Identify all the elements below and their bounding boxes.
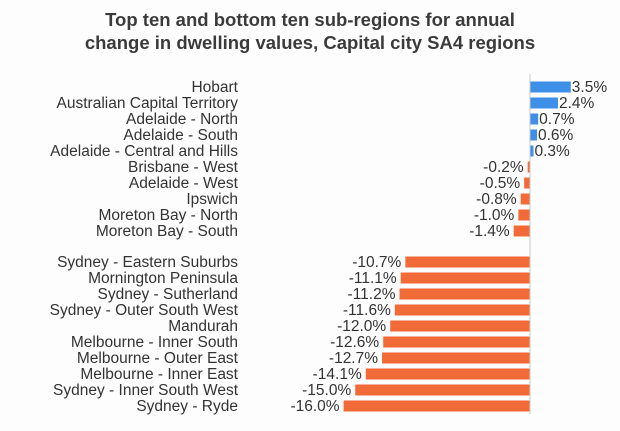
bar-melbourne-inner-south [383, 336, 530, 348]
category-label-adelaide-west: Adelaide - West [129, 175, 239, 192]
data-label-melbourne-inner-south: -12.6% [330, 334, 379, 351]
category-label-moreton-bay-north: Moreton Bay - North [98, 207, 238, 224]
bar-sydney-inner-south-west [355, 384, 530, 396]
category-label-sydney-inner-south-west: Sydney - Inner South West [53, 382, 239, 399]
bar-adelaide-south [530, 129, 537, 141]
chart-title: Top ten and bottom ten sub-regions for a… [0, 8, 620, 54]
data-label-adelaide-north: 0.7% [539, 111, 575, 128]
bar-sydney-eastern-suburbs [405, 256, 530, 268]
data-label-mornington-peninsula: -11.1% [349, 270, 397, 287]
category-label-sydney-outer-south-west: Sydney - Outer South West [50, 302, 239, 319]
bar-moreton-bay-south [513, 225, 530, 237]
data-label-moreton-bay-north: -1.0% [474, 207, 515, 224]
category-label-hobart: Hobart [191, 79, 238, 96]
bar-moreton-bay-north [518, 209, 530, 221]
bar-adelaide-north [530, 113, 539, 125]
bar-ipswich [520, 193, 530, 205]
category-label-sydney-sutherland: Sydney - Sutherland [98, 286, 238, 303]
bar-hobart [530, 81, 571, 93]
data-label-mandurah: -12.0% [337, 318, 386, 335]
category-label-melbourne-inner-south: Melbourne - Inner South [71, 334, 238, 351]
data-label-adelaide-central-and-hills: 0.3% [534, 143, 570, 160]
bar-melbourne-outer-east [382, 352, 530, 364]
category-label-moreton-bay-south: Moreton Bay - South [96, 223, 238, 240]
category-label-mornington-peninsula: Mornington Peninsula [88, 270, 238, 287]
data-label-moreton-bay-south: -1.4% [469, 223, 510, 240]
data-label-melbourne-outer-east: -12.7% [329, 350, 378, 367]
category-label-melbourne-inner-east: Melbourne - Inner East [80, 366, 238, 383]
bar-adelaide-central-and-hills [530, 145, 534, 157]
chart-title-line-2: change in dwelling values, Capital city … [84, 32, 536, 53]
category-label-melbourne-outer-east: Melbourne - Outer East [77, 350, 239, 367]
bar-australian-capital-territory [530, 97, 558, 109]
data-label-sydney-eastern-suburbs: -10.7% [352, 254, 401, 271]
data-label-hobart: 3.5% [572, 79, 608, 96]
bar-mornington-peninsula [400, 272, 530, 284]
data-label-australian-capital-territory: 2.4% [559, 95, 595, 112]
category-label-adelaide-north: Adelaide - North [126, 111, 238, 128]
category-label-sydney-eastern-suburbs: Sydney - Eastern Suburbs [57, 254, 238, 271]
category-label-australian-capital-territory: Australian Capital Territory [57, 95, 239, 112]
data-label-adelaide-south: 0.6% [538, 127, 574, 144]
category-label-sydney-ryde: Sydney - Ryde [136, 398, 238, 415]
category-label-brisbane-west: Brisbane - West [128, 159, 239, 176]
bar-sydney-ryde [343, 400, 530, 412]
chart-title-line-1: Top ten and bottom ten sub-regions for a… [105, 9, 515, 30]
bar-sydney-sutherland [399, 288, 530, 300]
category-label-mandurah: Mandurah [168, 318, 238, 335]
data-label-adelaide-west: -0.5% [480, 175, 521, 192]
data-label-sydney-sutherland: -11.2% [348, 286, 396, 303]
data-label-sydney-outer-south-west: -11.6% [343, 302, 391, 319]
bar-mandurah [390, 320, 530, 332]
data-label-brisbane-west: -0.2% [483, 159, 524, 176]
data-label-melbourne-inner-east: -14.1% [313, 366, 362, 383]
category-label-adelaide-central-and-hills: Adelaide - Central and Hills [50, 143, 238, 160]
bar-brisbane-west [527, 161, 530, 173]
category-label-ipswich: Ipswich [186, 191, 238, 208]
data-label-sydney-inner-south-west: -15.0% [302, 382, 351, 399]
bar-melbourne-inner-east [365, 368, 530, 380]
data-label-sydney-ryde: -16.0% [290, 398, 339, 415]
category-label-adelaide-south: Adelaide - South [123, 127, 238, 144]
data-label-ipswich: -0.8% [476, 191, 517, 208]
bar-adelaide-west [524, 177, 530, 189]
bar-sydney-outer-south-west [394, 304, 530, 316]
